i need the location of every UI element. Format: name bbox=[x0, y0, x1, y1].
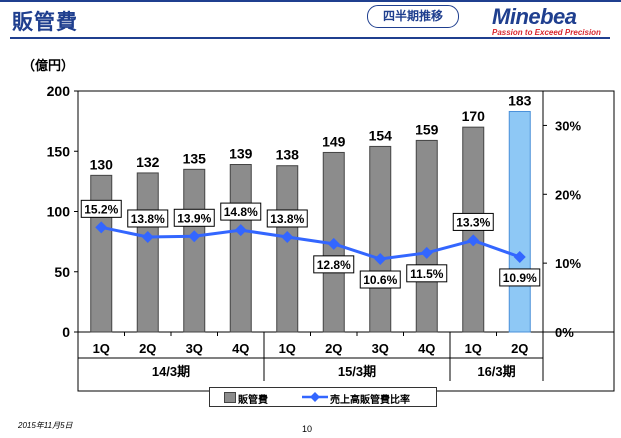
bar bbox=[415, 139, 438, 333]
ratio-point bbox=[420, 246, 433, 259]
ratio-value-label: 13.9% bbox=[177, 211, 211, 225]
category-label: 4Q bbox=[232, 341, 249, 356]
bar-value-label: 139 bbox=[229, 146, 253, 162]
legend-bar-label: 販管費 bbox=[238, 395, 268, 406]
ratio-point bbox=[513, 250, 526, 263]
ratio-label-box bbox=[452, 212, 494, 231]
category-axis: 1Q 2Q 3Q 4Q 1Q 2Q 3Q 4Q 1Q 2Q 14/3期 15/3期 16/3期 bbox=[77, 332, 544, 381]
ratio-label-box bbox=[359, 270, 401, 289]
left-tick-label: 200 bbox=[47, 83, 71, 99]
ratio-label-box bbox=[266, 209, 308, 228]
bar-value-label: 132 bbox=[136, 154, 160, 170]
ratio-label-box bbox=[173, 208, 215, 227]
group-label: 15/3期 bbox=[338, 364, 376, 379]
category-label: 4Q bbox=[418, 341, 435, 356]
ratio-label-box bbox=[127, 209, 169, 228]
legend-line-swatch bbox=[302, 392, 328, 402]
company-logo: Minebea bbox=[492, 4, 577, 29]
ratio-point bbox=[467, 234, 480, 247]
right-tick-label: 0% bbox=[555, 325, 574, 340]
ratio-label-box bbox=[499, 268, 541, 287]
ratio-value-label: 13.8% bbox=[270, 212, 304, 226]
ratio-value-label: 11.5% bbox=[410, 267, 444, 281]
bar bbox=[90, 174, 113, 333]
ratio-point bbox=[188, 230, 201, 243]
bar-value-label: 138 bbox=[276, 147, 300, 163]
bar bbox=[229, 164, 252, 333]
category-label: 1Q bbox=[279, 341, 296, 356]
right-tick-label: 10% bbox=[555, 256, 581, 271]
ratio-value-label: 10.9% bbox=[503, 271, 537, 285]
chart-legend: 販管費 売上高販管費比率 bbox=[209, 387, 437, 407]
bar-value-label: 154 bbox=[369, 127, 393, 143]
category-label: 2Q bbox=[139, 341, 156, 356]
bar bbox=[508, 110, 531, 333]
ratio-point bbox=[327, 237, 340, 250]
ratio-point bbox=[141, 230, 154, 243]
ratio-value-label: 10.6% bbox=[363, 273, 397, 287]
ratio-point bbox=[374, 253, 387, 266]
group-label: 14/3期 bbox=[152, 364, 190, 379]
ratio-value-label: 14.8% bbox=[224, 205, 258, 219]
title-underline bbox=[10, 37, 610, 39]
left-tick-label: 50 bbox=[54, 264, 70, 280]
bar bbox=[369, 145, 392, 333]
ratio-point bbox=[281, 230, 294, 243]
ratio-value-label: 13.3% bbox=[456, 215, 490, 229]
page-number: 10 bbox=[302, 424, 313, 434]
bar bbox=[276, 165, 299, 333]
legend-line-label: 売上高販管費比率 bbox=[330, 395, 410, 406]
company-tagline: Passion to Exceed Precision bbox=[492, 28, 601, 37]
bar-value-label: 130 bbox=[90, 156, 114, 172]
ratio-label-box bbox=[313, 255, 355, 274]
category-label: 1Q bbox=[93, 341, 110, 356]
left-tick-label: 150 bbox=[47, 143, 71, 159]
top-accent-strip bbox=[0, 0, 621, 2]
page-title: 販管費 bbox=[12, 11, 78, 34]
category-label: 2Q bbox=[325, 341, 342, 356]
bar-value-label: 159 bbox=[415, 121, 439, 137]
category-label: 3Q bbox=[186, 341, 203, 356]
bar-value-label: 135 bbox=[183, 150, 207, 166]
left-tick-label: 100 bbox=[47, 204, 71, 220]
ratio-value-labels: 15.2% 13.8% 13.9% 14.8% 13.8% 12.8% 10.6% 11.5%… bbox=[80, 199, 541, 289]
unit-label: （億円） bbox=[22, 58, 75, 73]
ratio-point bbox=[95, 221, 108, 234]
right-tick-label: 20% bbox=[555, 187, 581, 202]
bar-value-label: 183 bbox=[508, 92, 532, 108]
right-tick-label: 30% bbox=[555, 118, 581, 133]
right-axis-ticks: 0% 10% 20% 30% bbox=[543, 118, 581, 340]
ratio-label-box bbox=[406, 264, 448, 283]
left-tick-label: 0 bbox=[62, 324, 70, 340]
ratio-line bbox=[100, 225, 521, 261]
bar bbox=[136, 172, 159, 333]
bar-value-label: 170 bbox=[462, 108, 486, 124]
ratio-label-box bbox=[80, 199, 122, 218]
ratio-value-label: 13.8% bbox=[131, 212, 165, 226]
left-axis-ticks: 0 50 100 150 200 bbox=[47, 83, 78, 340]
ratio-value-label: 12.8% bbox=[317, 258, 351, 272]
legend-bar-swatch bbox=[224, 392, 236, 403]
ratio-point bbox=[234, 224, 247, 237]
ratio-value-label: 15.2% bbox=[84, 202, 118, 216]
category-label: 3Q bbox=[372, 341, 389, 356]
bar bbox=[183, 168, 206, 333]
ratio-label-box bbox=[220, 202, 262, 221]
bar-value-labels: 130 132 135 139 138 149 154 159 170 183 bbox=[90, 92, 532, 172]
period-badge: 四半期推移 bbox=[367, 5, 459, 28]
category-label: 1Q bbox=[465, 341, 482, 356]
footer-date: 2015年11月5日 bbox=[18, 421, 73, 430]
group-label: 16/3期 bbox=[477, 364, 515, 379]
category-label: 2Q bbox=[511, 341, 528, 356]
bar-value-label: 149 bbox=[322, 133, 346, 149]
ratio-line-series bbox=[95, 221, 526, 266]
